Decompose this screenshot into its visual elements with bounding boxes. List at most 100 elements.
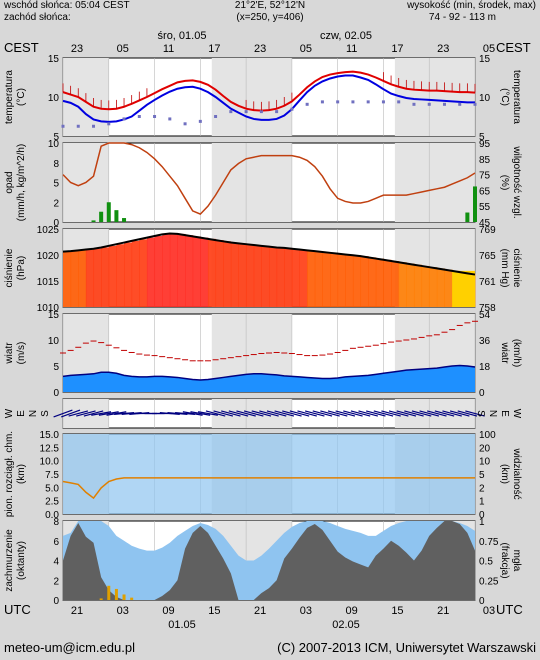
axis-label-right-line: ciśnienie bbox=[511, 249, 522, 288]
pressure-column bbox=[139, 239, 148, 307]
pressure-column bbox=[131, 240, 140, 307]
hour-label-top: 05 bbox=[117, 43, 129, 55]
top-hour-labels: 23 05 11 17 23 05 11 17 23 05 bbox=[71, 43, 495, 55]
footer-email[interactable]: meteo-um@icm.edu.pl bbox=[4, 640, 135, 655]
axis-label-left: pion. rozciągł. chm.(km) bbox=[4, 431, 27, 517]
bottom-time-axis: UTC UTC 21 03 09 15 21 03 09 15 21 03 01.05 02.05 bbox=[4, 602, 523, 631]
axis-label-left: zachmurzenie(oktanty) bbox=[4, 529, 27, 592]
tick-label-left: 1025 bbox=[37, 225, 60, 236]
pressure-column bbox=[192, 236, 201, 307]
tick-label-left: 5 bbox=[53, 132, 59, 143]
dew-point-dot bbox=[351, 100, 355, 104]
wind-arrow bbox=[366, 410, 386, 417]
tick-label-right: 765 bbox=[479, 251, 496, 262]
tick-label-right: 45 bbox=[479, 218, 491, 229]
wind-arrow bbox=[343, 410, 363, 417]
tick-label-left: 6 bbox=[53, 537, 59, 548]
hour-label-top: 05 bbox=[300, 43, 312, 55]
tick-label-left: 10 bbox=[48, 336, 60, 347]
axis-label-left-line: ciśnienie bbox=[4, 248, 15, 287]
tick-label-right: 36 bbox=[479, 336, 491, 347]
tick-label-left: 1010 bbox=[37, 303, 60, 314]
hour-label-top: 17 bbox=[208, 43, 220, 55]
pressure-column bbox=[108, 245, 117, 307]
axis-label-left-line: E bbox=[16, 410, 27, 417]
altitude-values: 74 - 92 - 113 m bbox=[429, 12, 496, 23]
axis-label-left-line: (km) bbox=[16, 464, 27, 484]
footer-copyright: (C) 2007-2013 ICM, Uniwersytet Warszawsk… bbox=[277, 640, 536, 655]
pressure-column bbox=[307, 250, 316, 307]
panel-cloudiness: 0 2 4 6 8 0 0.25 0.5 0.75 1 zachmurzenie(oktanty) m… bbox=[4, 517, 522, 607]
panel-pressure: 1010101510201025758761765769ciśnienie(hP… bbox=[4, 225, 522, 314]
cloud-base-fill bbox=[63, 434, 475, 514]
wind-arrow bbox=[251, 410, 272, 417]
tick-label-left: 15 bbox=[48, 54, 60, 65]
fog-bar bbox=[130, 597, 134, 600]
wind-arrow bbox=[182, 411, 203, 416]
hour-label-top: 23 bbox=[437, 43, 449, 55]
axis-label-right-line: (mm Hg) bbox=[499, 249, 510, 288]
axis-label-right: mgła(frakcja) bbox=[499, 542, 522, 578]
low-cloud-area bbox=[63, 521, 475, 600]
pressure-column bbox=[345, 254, 354, 307]
wind-arrow bbox=[274, 410, 295, 417]
visibility-line bbox=[62, 477, 475, 500]
timezone-label-bottom-right: UTC bbox=[496, 602, 523, 617]
pressure-column bbox=[215, 240, 224, 307]
pressure-column bbox=[314, 251, 323, 307]
pressure-column bbox=[413, 264, 423, 307]
axis-label-right: WENS bbox=[475, 409, 522, 419]
tick-label-right: 75 bbox=[479, 171, 491, 182]
tick-label-right: 55 bbox=[479, 202, 491, 213]
dew-point-dot bbox=[122, 117, 126, 121]
wind-speed-line bbox=[62, 364, 476, 381]
pressure-column bbox=[124, 242, 133, 307]
wind-arrow bbox=[175, 412, 196, 415]
pressure-column bbox=[230, 242, 239, 307]
day-label-bottom-1: 02.05 bbox=[332, 619, 360, 631]
grid-text: (x=250, y=406) bbox=[236, 12, 303, 23]
dew-point-dot bbox=[397, 100, 401, 104]
wind-arrow bbox=[76, 410, 96, 417]
axis-label-left: ciśnienie(hPa) bbox=[4, 248, 27, 287]
dew-point-dot bbox=[473, 102, 477, 106]
wind-arrow bbox=[373, 410, 394, 417]
dew-point-dot bbox=[259, 110, 263, 114]
dew-point-dot bbox=[76, 124, 80, 128]
wind-arrow bbox=[427, 410, 447, 417]
wind-arrow bbox=[68, 410, 89, 417]
wind-arrow bbox=[320, 410, 340, 417]
timezone-label-top: CEST bbox=[4, 40, 39, 55]
panel-precipitation: 0 2 5 8 10 45 55 65 75 85 95 opad(mm/h, kg/m^2/h) wi… bbox=[4, 139, 522, 229]
wind-arrow bbox=[159, 412, 180, 415]
pressure-column bbox=[360, 256, 369, 307]
dew-point-dot bbox=[214, 115, 218, 118]
tick-label-right: 1 bbox=[479, 497, 485, 508]
hour-label-top: 17 bbox=[391, 43, 403, 55]
wind-arrow bbox=[98, 411, 119, 416]
hour-label-bottom: 09 bbox=[162, 605, 174, 617]
axis-label-right: temperatura(°C) bbox=[499, 70, 522, 124]
axis-label-right-line: wiatr bbox=[499, 341, 510, 364]
wind-arrow bbox=[236, 410, 256, 417]
pressure-column bbox=[169, 233, 178, 307]
sunrise-text: wschód słońca: 05:04 CEST bbox=[3, 0, 130, 11]
tick-label-left: 12.5 bbox=[40, 443, 60, 454]
dew-point-dot bbox=[366, 100, 370, 104]
axis-label-right: ciśnienie(mm Hg) bbox=[499, 249, 522, 288]
tick-label-left: 5.0 bbox=[45, 483, 59, 494]
fog-bar bbox=[99, 598, 103, 600]
tick-label-right: 5 bbox=[479, 132, 485, 143]
tick-label-left: 10 bbox=[48, 93, 60, 104]
dew-point-dot bbox=[137, 115, 141, 118]
pressure-column bbox=[276, 247, 285, 307]
wind-arrow bbox=[266, 410, 287, 417]
pressure-column bbox=[101, 247, 110, 307]
tick-label-left: 0.0 bbox=[45, 510, 59, 521]
wind-arrow bbox=[114, 412, 135, 415]
wind-arrow bbox=[243, 410, 264, 417]
wind-arrow bbox=[465, 410, 485, 417]
bottom-hour-labels: 21 03 09 15 21 03 09 15 21 03 bbox=[71, 605, 495, 617]
tick-label-right: 0 bbox=[479, 388, 485, 399]
